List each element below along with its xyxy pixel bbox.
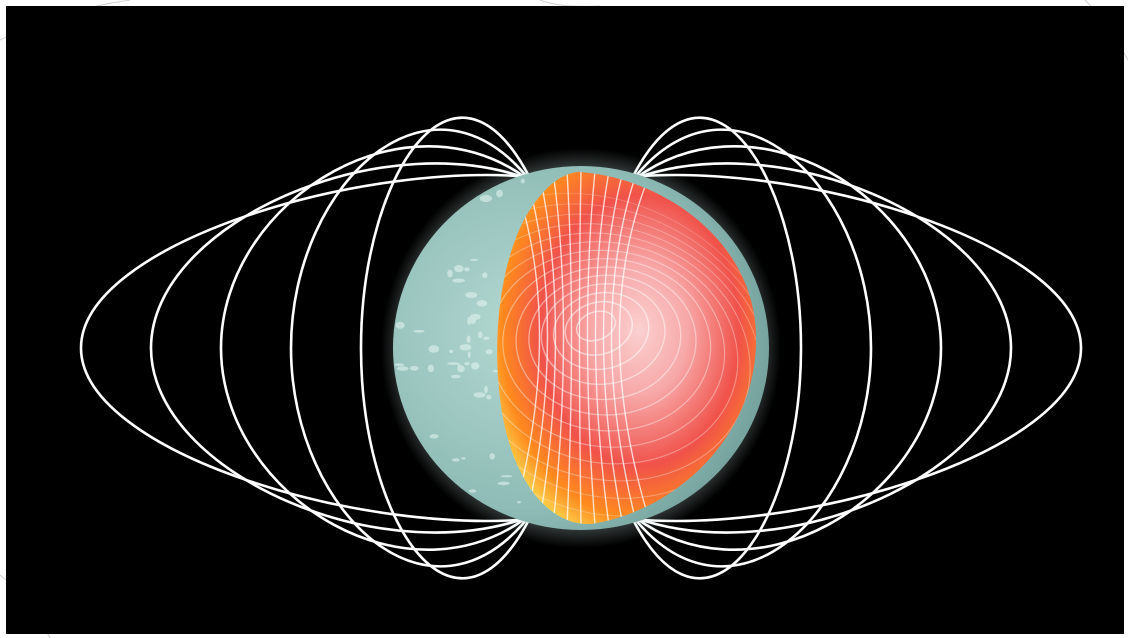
magnetar-illustration	[6, 6, 1124, 634]
